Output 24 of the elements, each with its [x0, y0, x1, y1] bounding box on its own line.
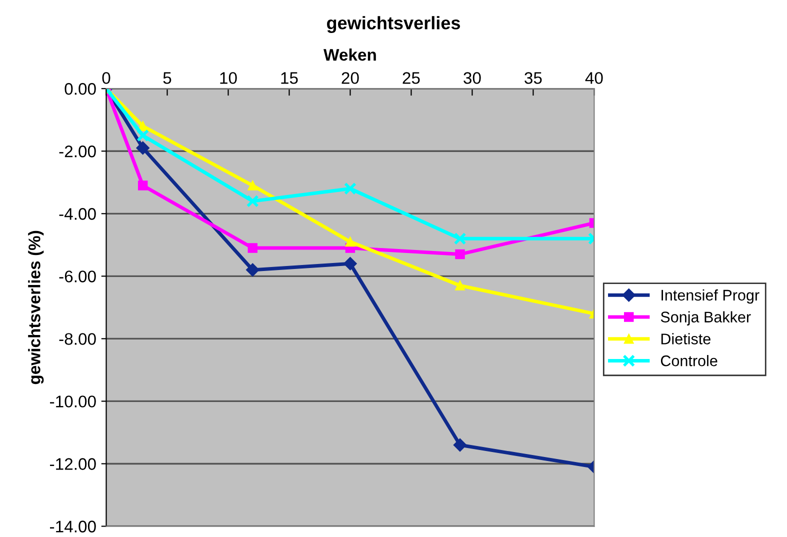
- x-tick-label: 20: [342, 72, 359, 84]
- x-tick-label: 0: [102, 72, 110, 84]
- x-tick-label: 25: [402, 72, 420, 84]
- y-tick-label: -12.00: [50, 458, 96, 470]
- x-tick-label: 5: [163, 72, 172, 84]
- x-tick-label: 10: [220, 72, 237, 84]
- x-tick-label: 15: [281, 72, 298, 84]
- legend-label: Dietiste: [661, 333, 710, 344]
- chart-title: gewichtsverlies: [327, 16, 460, 34]
- y-tick-label: -14.00: [50, 520, 96, 532]
- y-axis-title: gewichtsverlies (%): [28, 230, 44, 384]
- legend-label: Controle: [660, 355, 718, 366]
- y-tick-label: 0.00: [64, 83, 96, 95]
- y-tick-label: -6.00: [59, 270, 96, 282]
- y-tick-label: -8.00: [59, 333, 96, 345]
- legend-label: Intensief Progr: [662, 289, 760, 304]
- x-tick-label: 30: [464, 72, 481, 84]
- x-axis-title: Weken: [324, 48, 376, 61]
- y-tick-label: -2.00: [59, 146, 96, 158]
- y-tick-label: -4.00: [59, 208, 96, 220]
- x-tick-label: 40: [585, 72, 603, 84]
- x-tick-label: 35: [524, 72, 542, 84]
- legend-label: Sonja Bakker: [660, 311, 751, 326]
- y-tick-label: -10.00: [50, 396, 96, 408]
